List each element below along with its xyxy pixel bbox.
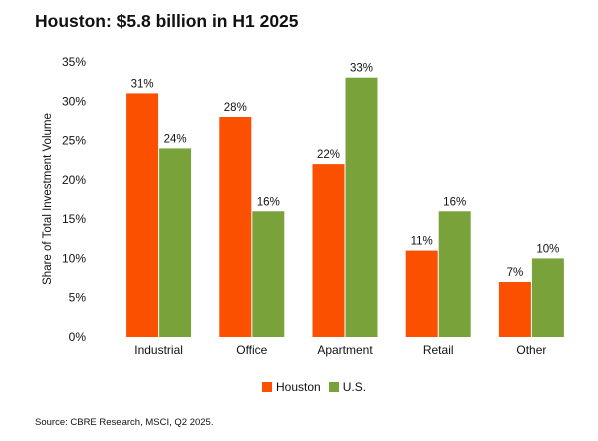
- data-label: 28%: [224, 102, 247, 114]
- legend: Houston U.S.: [262, 380, 374, 394]
- data-label: 7%: [507, 267, 524, 279]
- chart-title: Houston: $5.8 billion in H1 2025: [35, 11, 299, 31]
- x-category-label: Office: [236, 343, 267, 357]
- bar-houston-office: [219, 117, 252, 337]
- legend-item-houston: Houston: [262, 380, 321, 394]
- data-label: 16%: [443, 196, 466, 208]
- source-note: Source: CBRE Research, MSCI, Q2 2025.: [35, 417, 214, 428]
- data-label: 31%: [131, 78, 154, 90]
- y-tick-label: 25%: [62, 134, 86, 148]
- bar-houston-other: [498, 282, 531, 337]
- legend-label-houston: Houston: [276, 380, 321, 394]
- data-label: 24%: [164, 133, 187, 145]
- bar-us-apartment: [345, 77, 378, 337]
- bars: [126, 77, 564, 337]
- x-category-label: Retail: [423, 343, 454, 357]
- y-axis-ticks: 0% 5% 10% 15% 20% 25% 30% 35%: [62, 55, 86, 344]
- bar-us-industrial: [159, 148, 192, 337]
- y-axis-label: Share of Total Investment Volume: [42, 113, 54, 285]
- y-tick-label: 10%: [62, 251, 86, 265]
- data-labels: 31% 24% 28% 16% 22% 33% 11% 16% 7% 10%: [131, 63, 560, 279]
- bar-houston-retail: [405, 250, 438, 337]
- x-category-label: Other: [516, 343, 546, 357]
- y-tick-label: 0%: [69, 330, 87, 344]
- y-tick-label: 15%: [62, 212, 86, 226]
- bar-us-office: [252, 211, 285, 337]
- y-tick-label: 35%: [62, 55, 86, 69]
- y-tick-label: 30%: [62, 94, 86, 108]
- data-label: 11%: [411, 236, 433, 248]
- x-category-label: Industrial: [134, 343, 183, 357]
- bar-houston-apartment: [312, 164, 345, 337]
- x-axis-categories: Industrial Office Apartment Retail Other: [134, 343, 546, 357]
- bar-us-other: [531, 258, 564, 337]
- data-label: 22%: [317, 149, 340, 161]
- data-label: 10%: [536, 243, 559, 255]
- legend-swatch-houston: [262, 382, 272, 392]
- bar-us-retail: [438, 211, 471, 337]
- y-tick-label: 20%: [62, 173, 86, 187]
- y-tick-label: 5%: [69, 291, 87, 305]
- legend-swatch-us: [328, 382, 339, 392]
- bar-houston-industrial: [126, 93, 159, 337]
- legend-label-us: U.S.: [342, 380, 367, 394]
- data-label: 16%: [257, 196, 280, 208]
- x-category-label: Apartment: [317, 343, 373, 357]
- data-label: 33%: [350, 63, 373, 75]
- legend-item-us: U.S.: [328, 380, 367, 394]
